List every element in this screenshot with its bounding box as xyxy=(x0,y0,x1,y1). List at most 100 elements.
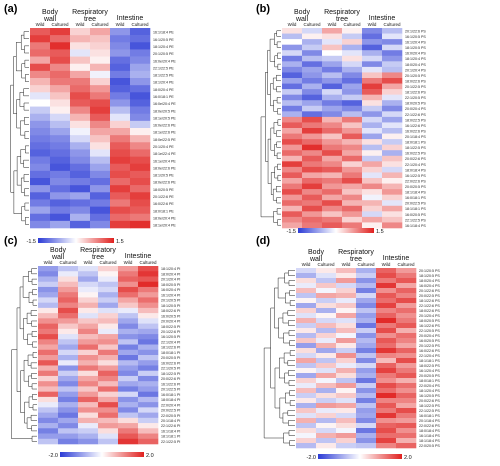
heatmap-cell xyxy=(118,360,139,366)
heatmap-cell xyxy=(302,39,323,45)
heatmap-cell xyxy=(90,199,111,207)
heatmap-cell xyxy=(342,194,363,201)
heatmap-cell xyxy=(282,61,303,68)
heatmap-cell xyxy=(356,353,377,359)
row-label: 20:1/18:4 PI xyxy=(161,419,180,423)
heatmap-cell xyxy=(138,370,159,377)
heatmap-cell xyxy=(118,318,139,324)
row-label: 20:0/20:5 PI xyxy=(161,356,180,360)
heatmap-cell xyxy=(362,161,383,168)
scale-min-label: -2.0 xyxy=(307,455,316,461)
row-label: 20:1/20:5 PI xyxy=(161,299,180,303)
heatmap-cell xyxy=(356,308,377,314)
row-label: 16:1/20:4 PS xyxy=(419,369,440,373)
group-label-word: Body xyxy=(308,249,324,256)
heatmap-cell xyxy=(130,28,151,36)
heatmap-cell xyxy=(296,368,317,374)
heatmap-cell xyxy=(362,33,383,40)
heatmap-cell xyxy=(38,360,59,366)
heatmap-cell xyxy=(382,116,403,123)
group-label: Respiratory tree xyxy=(324,9,360,23)
row-label: 18:0e/20:4 PE xyxy=(153,216,176,220)
heatmap-cell xyxy=(50,113,71,122)
row-label: 18:0e/22:6 PE xyxy=(153,166,176,170)
color-scale-bar xyxy=(298,228,374,233)
heatmap-cell xyxy=(30,42,51,50)
heatmap-cell xyxy=(30,56,51,65)
heatmap-cell xyxy=(58,318,79,324)
heatmap-cell xyxy=(296,338,317,344)
heatmap-cell xyxy=(138,313,159,319)
heatmap-cell xyxy=(362,200,383,207)
heatmap-cell xyxy=(376,278,397,284)
heatmap-cell xyxy=(336,328,357,334)
heatmap-cell xyxy=(336,423,357,429)
heatmap-cell xyxy=(316,343,337,349)
heatmap-cell xyxy=(362,222,383,229)
heatmap-cell xyxy=(38,386,59,392)
row-label: 18:0/20:4 PS xyxy=(405,63,426,67)
heatmap-cell xyxy=(356,343,377,349)
row-label: 20:1/20:5 PS xyxy=(405,74,426,78)
heatmap-cell xyxy=(376,318,397,324)
heatmap-cell xyxy=(342,83,363,90)
row-label: 18:0e/20:5 PE xyxy=(153,109,176,113)
heatmap-cell xyxy=(322,28,343,34)
heatmap-cell xyxy=(130,56,151,65)
heatmap-cell xyxy=(282,44,303,51)
heatmap-cell xyxy=(50,49,71,57)
heatmap-cell xyxy=(58,423,79,429)
row-label: 18:0/22:6 PI xyxy=(161,309,180,313)
heatmap-cell xyxy=(382,222,403,229)
heatmap-cell xyxy=(58,297,79,303)
heatmap-cell xyxy=(70,92,91,100)
heatmap-cell xyxy=(70,42,91,50)
heatmap-cell xyxy=(382,100,403,107)
heatmap-cell xyxy=(282,161,303,168)
heatmap-cell xyxy=(356,283,377,289)
heatmap-cell xyxy=(316,283,337,289)
heatmap-cell xyxy=(302,122,323,129)
heatmap-cell xyxy=(118,276,139,283)
row-label: 20:1/22:6 PI xyxy=(161,330,180,334)
heatmap-cell xyxy=(316,273,337,279)
heatmap-cell xyxy=(118,281,139,288)
heatmap-cell xyxy=(342,94,363,101)
row-label: 16:1/18:4 PS xyxy=(405,224,426,228)
heatmap-cell xyxy=(322,66,343,73)
heatmap-cell xyxy=(382,44,403,51)
heatmap-cell xyxy=(90,142,111,150)
row-label: 20:1/22:5 PS xyxy=(405,85,426,89)
heatmap-cell xyxy=(118,417,139,424)
heatmap-cell xyxy=(376,398,397,404)
heatmap-cell xyxy=(90,106,111,115)
heatmap-cell xyxy=(110,85,131,93)
heatmap-cell xyxy=(38,328,59,335)
heatmap-cell xyxy=(138,292,159,298)
dendrogram-branch xyxy=(11,349,33,440)
heatmap-cell xyxy=(90,128,111,136)
heatmap-cell xyxy=(316,428,337,434)
heatmap-cell xyxy=(30,192,51,200)
heatmap-cell xyxy=(38,438,59,445)
row-label: 22:1/20:4 PS xyxy=(419,354,440,358)
group-label-word: wall xyxy=(51,254,65,261)
heatmap-cell xyxy=(376,393,397,399)
heatmap-cell xyxy=(396,328,417,334)
heatmap-cell xyxy=(70,135,91,143)
heatmap-cell xyxy=(362,116,383,123)
row-label: 22:0/20:5 PI xyxy=(161,414,180,418)
heatmap-cell xyxy=(362,144,383,151)
heatmap-cell xyxy=(138,297,159,303)
heatmap-cell xyxy=(356,433,377,439)
heatmap-cell xyxy=(90,70,111,79)
heatmap-cell xyxy=(58,365,79,372)
heatmap-cell xyxy=(98,334,119,340)
row-label: 18:1/22:6 PI xyxy=(161,346,180,350)
heatmap-cell xyxy=(38,339,59,345)
heatmap-cell xyxy=(342,44,363,51)
heatmap-cell xyxy=(342,150,363,157)
scale-max-label: 2.0 xyxy=(146,453,154,459)
heatmap-cell xyxy=(362,66,383,73)
heatmap-cell xyxy=(130,78,151,86)
